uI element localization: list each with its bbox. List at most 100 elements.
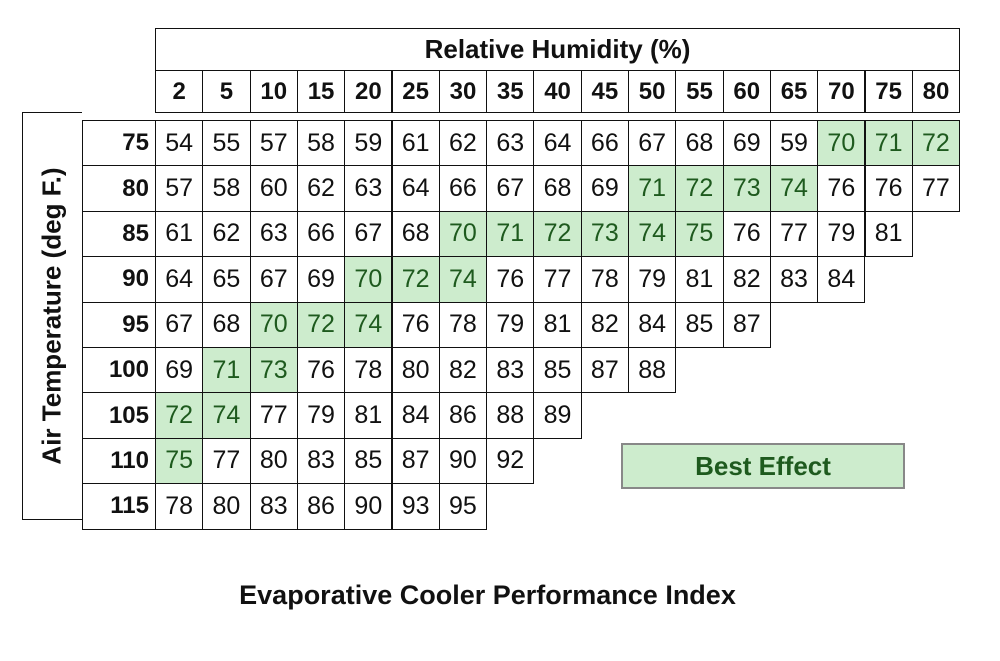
table-cell: 81 bbox=[533, 301, 582, 348]
column-header-75: 75 bbox=[864, 70, 913, 113]
table-cell: 71 bbox=[864, 120, 913, 167]
column-header-65: 65 bbox=[769, 70, 819, 113]
table-cell: 69 bbox=[722, 120, 771, 167]
table-cell: 83 bbox=[769, 256, 819, 303]
table-cell: 70 bbox=[344, 256, 393, 303]
relative-humidity-header: Relative Humidity (%) bbox=[155, 28, 960, 70]
table-cell: 79 bbox=[628, 256, 677, 303]
table-cell: 83 bbox=[249, 483, 298, 530]
table-cell: 83 bbox=[296, 437, 346, 485]
column-header-20: 20 bbox=[344, 70, 393, 113]
table-cell: 67 bbox=[249, 256, 298, 303]
table-cell: 85 bbox=[675, 301, 724, 348]
column-header-15: 15 bbox=[296, 70, 346, 113]
table-cell: 86 bbox=[296, 483, 346, 530]
table-cell: 95 bbox=[438, 483, 488, 530]
table-cell: 74 bbox=[438, 256, 488, 303]
row-header-85: 85 bbox=[82, 210, 156, 258]
table-cell: 65 bbox=[202, 256, 251, 303]
table-cell: 88 bbox=[486, 392, 535, 439]
table-cell: 81 bbox=[675, 256, 724, 303]
table-cell: 87 bbox=[580, 347, 629, 394]
table-cell: 74 bbox=[344, 301, 393, 348]
table-cell: 71 bbox=[486, 210, 535, 258]
column-header-50: 50 bbox=[628, 70, 677, 113]
column-header-5: 5 bbox=[202, 70, 251, 113]
table-cell: 70 bbox=[249, 301, 298, 348]
table-cell: 76 bbox=[391, 301, 440, 348]
table-cell: 79 bbox=[486, 301, 535, 348]
table-cell: 76 bbox=[296, 347, 346, 394]
table-cell: 82 bbox=[580, 301, 629, 348]
row-header-75: 75 bbox=[82, 120, 156, 167]
table-cell: 73 bbox=[722, 165, 771, 212]
legend-best-effect: Best Effect bbox=[621, 443, 905, 489]
table-cell: 59 bbox=[344, 120, 393, 167]
table-cell: 72 bbox=[533, 210, 582, 258]
table-cell: 73 bbox=[580, 210, 629, 258]
table-cell: 64 bbox=[391, 165, 440, 212]
table-cell: 76 bbox=[722, 210, 771, 258]
column-header-30: 30 bbox=[438, 70, 488, 113]
table-cell: 75 bbox=[675, 210, 724, 258]
table-cell: 68 bbox=[202, 301, 251, 348]
table-cell: 83 bbox=[486, 347, 535, 394]
table-cell: 57 bbox=[249, 120, 298, 167]
table-cell: 58 bbox=[296, 120, 346, 167]
table-cell: 77 bbox=[533, 256, 582, 303]
table-cell: 54 bbox=[155, 120, 204, 167]
table-cell: 78 bbox=[438, 301, 488, 348]
table-cell: 70 bbox=[438, 210, 488, 258]
table-cell: 85 bbox=[533, 347, 582, 394]
row-header-105: 105 bbox=[82, 392, 156, 439]
table-cell: 90 bbox=[438, 437, 488, 485]
table-cell: 67 bbox=[155, 301, 204, 348]
row-header-95: 95 bbox=[82, 301, 156, 348]
table-cell: 67 bbox=[628, 120, 677, 167]
table-cell: 62 bbox=[438, 120, 488, 167]
table-cell: 71 bbox=[202, 347, 251, 394]
table-cell: 82 bbox=[438, 347, 488, 394]
table-cell: 71 bbox=[628, 165, 677, 212]
table-cell: 74 bbox=[769, 165, 819, 212]
table-cell: 69 bbox=[580, 165, 629, 212]
air-temperature-header: Air Temperature (deg F.) bbox=[36, 167, 67, 465]
table-cell: 72 bbox=[675, 165, 724, 212]
column-header-70: 70 bbox=[817, 70, 866, 113]
table-cell: 81 bbox=[864, 210, 913, 258]
table-cell: 84 bbox=[817, 256, 866, 303]
table-cell: 86 bbox=[438, 392, 488, 439]
table-cell: 88 bbox=[628, 347, 677, 394]
table-cell: 79 bbox=[817, 210, 866, 258]
table-cell: 63 bbox=[486, 120, 535, 167]
chart-title: Evaporative Cooler Performance Index bbox=[239, 580, 736, 610]
column-header-55: 55 bbox=[675, 70, 724, 113]
table-cell: 66 bbox=[296, 210, 346, 258]
table-cell: 78 bbox=[344, 347, 393, 394]
table-cell: 80 bbox=[202, 483, 251, 530]
table-cell: 84 bbox=[391, 392, 440, 439]
table-cell: 66 bbox=[580, 120, 629, 167]
row-header-110: 110 bbox=[82, 437, 156, 485]
table-cell: 61 bbox=[155, 210, 204, 258]
table-cell: 76 bbox=[817, 165, 866, 212]
table-cell: 92 bbox=[486, 437, 535, 485]
table-cell: 93 bbox=[391, 483, 440, 530]
table-cell: 78 bbox=[580, 256, 629, 303]
column-header-10: 10 bbox=[249, 70, 298, 113]
table-cell: 74 bbox=[628, 210, 677, 258]
column-header-2: 2 bbox=[155, 70, 204, 113]
table-cell: 81 bbox=[344, 392, 393, 439]
table-cell: 77 bbox=[202, 437, 251, 485]
table-cell: 63 bbox=[344, 165, 393, 212]
table-cell: 78 bbox=[155, 483, 204, 530]
table-cell: 82 bbox=[722, 256, 771, 303]
air-temperature-header-box bbox=[22, 112, 82, 520]
table-cell: 72 bbox=[911, 120, 961, 167]
table-cell: 60 bbox=[249, 165, 298, 212]
row-header-115: 115 bbox=[82, 483, 156, 530]
table-cell: 58 bbox=[202, 165, 251, 212]
table-cell: 76 bbox=[486, 256, 535, 303]
row-header-90: 90 bbox=[82, 256, 156, 303]
table-cell: 62 bbox=[296, 165, 346, 212]
